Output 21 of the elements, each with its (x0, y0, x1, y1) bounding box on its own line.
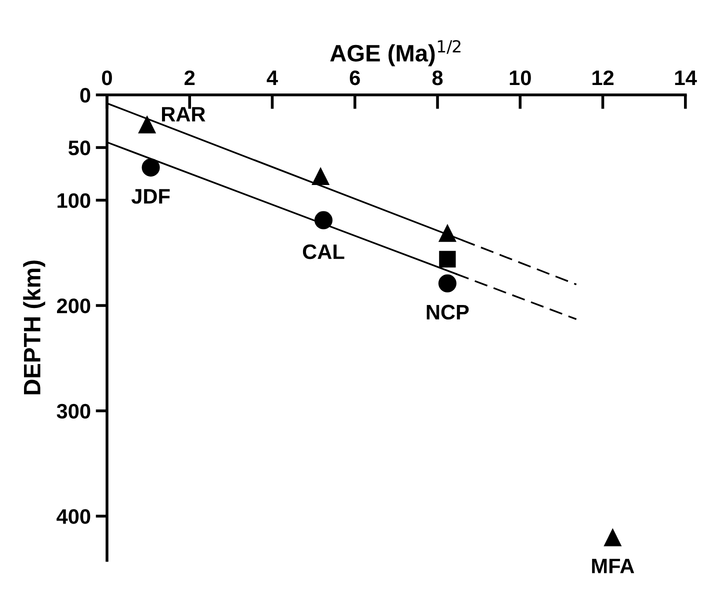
annotation: MFA (592, 558, 634, 574)
x-tick-label: 0 (102, 70, 112, 86)
x-tick-label: 6 (350, 70, 360, 86)
y-tick-label: 200 (57, 298, 90, 314)
x-axis-title: AGE (Ma)$^{1/2}$ (330, 40, 460, 66)
annotation: CAL (302, 244, 344, 260)
annotation: RAR (162, 107, 206, 122)
x-tick-label: 12 (592, 70, 614, 85)
x-tick-label: 14 (675, 70, 697, 85)
annotation: JDF (131, 189, 170, 204)
y-tick-label: 50 (68, 140, 90, 156)
x-tick-label: 2 (184, 70, 195, 85)
y-tick-label: 400 (56, 509, 90, 524)
x-tick-label: 10 (510, 70, 531, 86)
x-tick-label: 8 (432, 70, 443, 86)
annotation: NCP (426, 304, 469, 320)
x-tick-label: 4 (266, 70, 278, 85)
y-tick-label: 300 (56, 404, 90, 419)
y-tick-label: 0 (80, 88, 90, 103)
y-axis-title: DEPTH (km) (23, 260, 46, 394)
y-tick-label: 100 (58, 193, 90, 208)
